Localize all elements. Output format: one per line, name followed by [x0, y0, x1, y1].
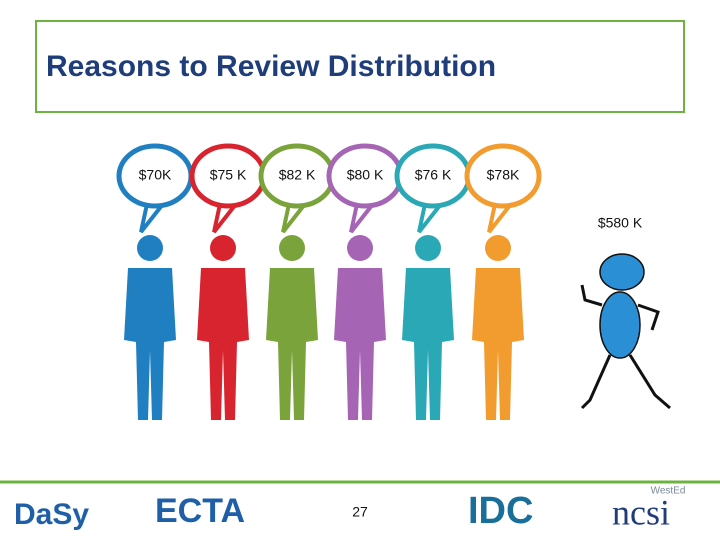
- logo-ecta: ECTA: [155, 492, 245, 530]
- speech-bubble-tail: [487, 202, 513, 234]
- speech-bubble-tail: [139, 202, 165, 234]
- person-body: [334, 268, 386, 420]
- person-body: [402, 268, 454, 420]
- person-head: [485, 235, 511, 261]
- logo-wested: WestEd: [651, 486, 686, 497]
- crowd: $70K $75 K $82 K $80 K $76 K $78K: [116, 143, 542, 420]
- figure-label: $580 K: [598, 215, 643, 231]
- slide-title: Reasons to Review Distribution: [46, 50, 496, 83]
- person-head: [415, 235, 441, 261]
- speech-bubble-tail: [417, 202, 443, 234]
- person-head: [137, 235, 163, 261]
- person-head: [347, 235, 373, 261]
- speech-bubble: [464, 143, 542, 209]
- stick-figure: [580, 253, 671, 410]
- bubble-label: $80 K: [347, 167, 384, 183]
- speech-bubble-tail: [349, 202, 375, 234]
- speech-bubble-tail: [281, 202, 307, 234]
- logo-ncsi: ncsi: [612, 492, 670, 532]
- person-body: [124, 268, 176, 420]
- logo-dasy: DaSy: [14, 498, 89, 531]
- speech-bubble-tail: [212, 202, 238, 234]
- bubble-label: $76 K: [415, 167, 452, 183]
- person-body: [472, 268, 524, 420]
- bubble-label: $82 K: [279, 167, 316, 183]
- bubble-label: $70K: [139, 167, 172, 183]
- person-body: [197, 268, 249, 420]
- person-head: [210, 235, 236, 261]
- bubble-label: $78K: [487, 167, 520, 183]
- page-number: 27: [352, 504, 368, 520]
- person-body: [266, 268, 318, 420]
- title-box: [35, 20, 685, 113]
- bubble-label: $75 K: [210, 167, 247, 183]
- logo-idc: IDC: [468, 490, 533, 532]
- person-head: [279, 235, 305, 261]
